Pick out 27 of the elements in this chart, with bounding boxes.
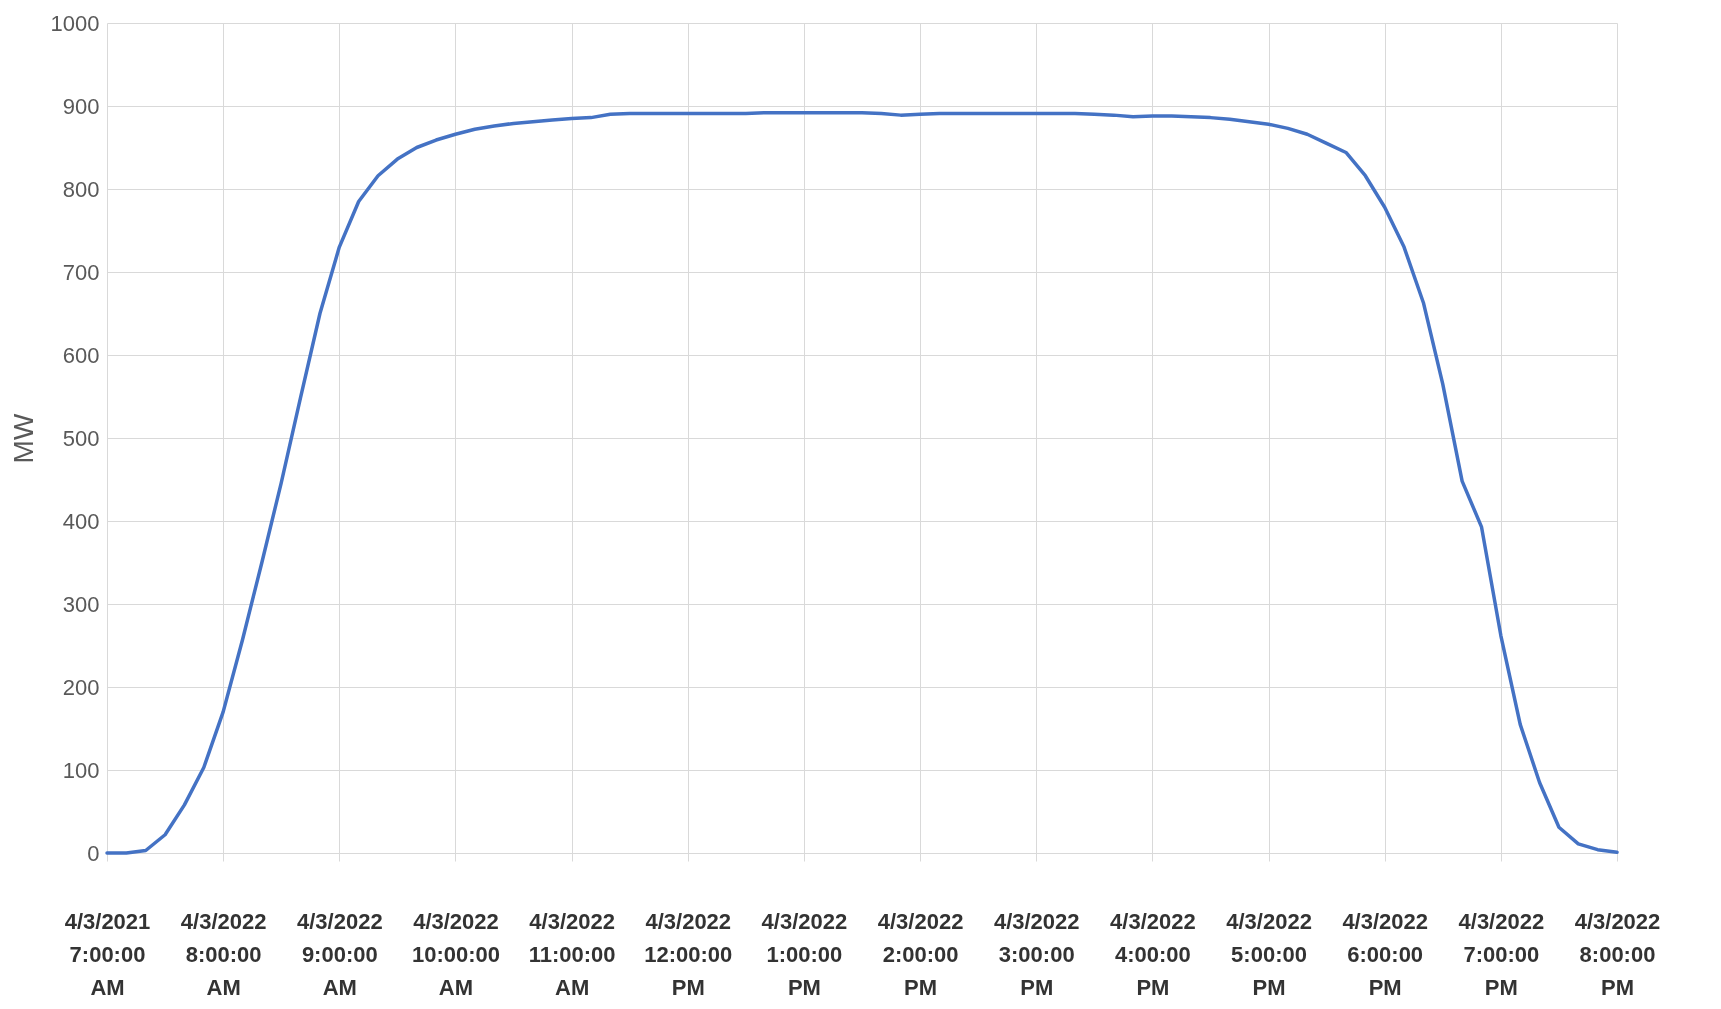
y-tick-label: 400 <box>62 508 100 534</box>
y-axis-title: MW <box>7 413 39 464</box>
x-tick-label: 4/3/2022 2:00:00 PM <box>877 908 964 1000</box>
y-tick-label: 100 <box>62 757 100 783</box>
y-tick-label: 800 <box>62 176 100 202</box>
y-tick-label: 500 <box>62 425 100 451</box>
y-tick-label: 1000 <box>50 10 100 36</box>
x-tick-label: 4/3/2022 12:00:00 PM <box>644 908 733 1000</box>
y-tick-label: 600 <box>62 342 100 368</box>
x-tick-label: 4/3/2022 5:00:00 PM <box>1226 908 1312 1000</box>
x-tick-label: 4/3/2022 7:00:00 PM <box>1458 908 1545 1000</box>
x-tick-label: 4/3/2022 3:00:00 PM <box>993 908 1080 1000</box>
x-tick-label: 4/3/2022 9:00:00 AM <box>296 908 383 1000</box>
x-tick-label: 4/3/2022 8:00:00 AM <box>180 908 267 1000</box>
y-tick-label: 700 <box>62 259 100 285</box>
line-series <box>105 110 1619 855</box>
y-tick-label: 300 <box>62 591 100 617</box>
x-tick-label: 4/3/2022 4:00:00 PM <box>1110 908 1196 1000</box>
x-tick-label: 4/3/2022 11:00:00 AM <box>528 908 616 1000</box>
x-tick-label: 4/3/2021 7:00:00 AM <box>64 908 151 1000</box>
y-tick-label: 900 <box>62 93 100 119</box>
x-tick-label: 4/3/2022 8:00:00 PM <box>1574 908 1661 1000</box>
y-tick-label: 200 <box>62 674 100 700</box>
x-tick-label: 4/3/2022 6:00:00 PM <box>1342 908 1429 1000</box>
y-tick-label: 0 <box>87 840 100 866</box>
x-tick-label: 4/3/2022 10:00:00 AM <box>411 908 500 1000</box>
x-tick-label: 4/3/2022 1:00:00 PM <box>761 908 848 1000</box>
